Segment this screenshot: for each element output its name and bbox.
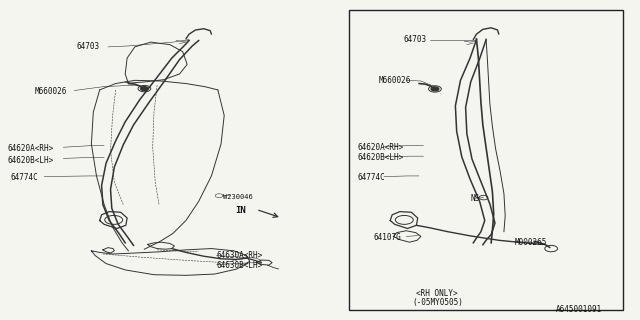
Circle shape xyxy=(431,87,439,91)
Text: 64630B<LH>: 64630B<LH> xyxy=(216,261,263,270)
Text: <RH ONLY>: <RH ONLY> xyxy=(416,289,458,298)
Text: M660026: M660026 xyxy=(379,76,411,85)
Bar xyxy=(349,10,623,310)
Text: 64703: 64703 xyxy=(76,42,99,52)
Text: M000265: M000265 xyxy=(515,238,547,247)
Text: 64774C: 64774C xyxy=(10,173,38,182)
Text: 64107G: 64107G xyxy=(373,233,401,242)
Circle shape xyxy=(141,87,148,91)
Text: 64620A<RH>: 64620A<RH> xyxy=(357,143,403,152)
Text: 64620B<LH>: 64620B<LH> xyxy=(357,153,403,162)
Text: 64774C: 64774C xyxy=(357,173,385,182)
Text: M660026: M660026 xyxy=(35,87,67,96)
Text: (-05MY0505): (-05MY0505) xyxy=(413,298,463,307)
Text: NS: NS xyxy=(470,194,479,204)
Text: 64620A<RH>: 64620A<RH> xyxy=(7,144,53,153)
Text: A645001091: A645001091 xyxy=(556,305,602,314)
Text: 64703: 64703 xyxy=(403,35,426,44)
Text: 64620B<LH>: 64620B<LH> xyxy=(7,156,53,164)
Text: IN: IN xyxy=(236,206,246,215)
Text: 64630A<RH>: 64630A<RH> xyxy=(216,251,263,260)
Text: W230046: W230046 xyxy=(223,194,253,200)
